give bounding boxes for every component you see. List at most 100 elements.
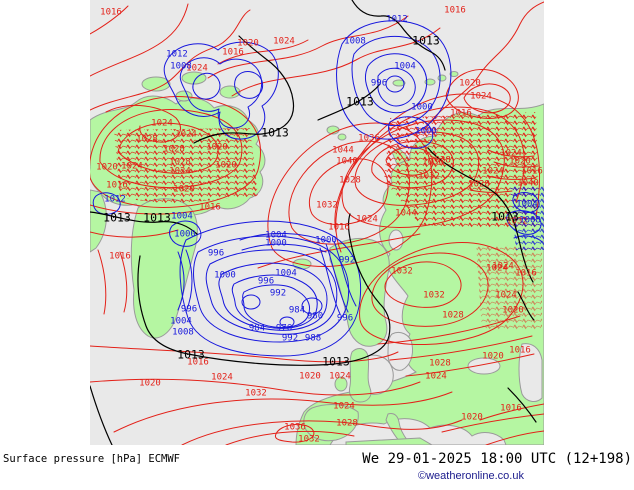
isobar-label: 1028 — [429, 155, 451, 166]
isobars-black-1013 — [90, 0, 537, 445]
isobar-label: 1024 — [486, 263, 508, 274]
isobar-label: 1028 — [163, 144, 185, 155]
isobars-blue — [92, 20, 543, 357]
isobar-label: 1028 — [429, 358, 451, 369]
isobar-label: 1020 — [206, 142, 228, 153]
isobar-label: 1008 — [172, 327, 194, 338]
land-ireland — [334, 376, 348, 392]
isobar-label: 1020 — [139, 378, 161, 389]
isobar-label: 1012 — [166, 49, 188, 60]
pressure-map: 1016 1020 1024 1016 1016 1020 1024 1016 1024 1024… — [90, 0, 544, 445]
isobar-label: 1020 — [482, 351, 504, 362]
land-scandinavia — [329, 237, 390, 347]
caption-datetime: We 29-01-2025 18:00 UTC (12+198) — [362, 451, 632, 467]
isobar-label: 992 — [269, 288, 287, 299]
isobar-label: 1004 — [275, 268, 297, 279]
isobar-label: 1020 — [173, 184, 195, 195]
isobar-label: 1016 — [328, 222, 350, 233]
isobar-label: 1032 — [245, 388, 267, 399]
isobar-label: 1028 — [339, 175, 361, 186]
isobar-label: 1008 — [344, 36, 366, 47]
isobar-label: 1044 — [395, 208, 417, 219]
isobar-label: 1016 — [187, 357, 209, 368]
isobar-label: 1013 — [177, 347, 205, 362]
isobar-label: 1020 — [459, 78, 481, 89]
land-svalbard — [337, 133, 347, 141]
land-north-africa — [345, 437, 433, 445]
land-arctic-island — [175, 90, 193, 102]
isobar-label: 1028 — [169, 157, 191, 168]
isobar-label: 1036 — [422, 157, 444, 168]
isobar-label: 1008 — [170, 61, 192, 72]
copyright-link[interactable]: ©weatheronline.co.uk — [418, 470, 524, 482]
isobar-label: 1036 — [284, 422, 306, 433]
isobar-label: 996 — [257, 276, 275, 287]
isobar-label: 1016 — [109, 251, 131, 262]
isobar-label: 1032 — [418, 171, 440, 182]
isobar-label: 1013 — [346, 94, 374, 109]
isobar-label: 984 — [288, 305, 306, 316]
caption-bar: Surface pressure [hPa] ECMWF We 29-01-20… — [0, 445, 634, 490]
isobar-label: 1013 — [143, 210, 171, 225]
isobar-label: 1032 — [423, 290, 445, 301]
isobar-label: 1024 — [121, 161, 143, 172]
isobar-label: 1020 — [461, 412, 483, 423]
isobar-label: 1020 — [96, 162, 118, 173]
isobar-label: 1000 — [174, 229, 196, 240]
isobar-label: 1016 — [222, 47, 244, 58]
isobar-label: 1024 — [500, 148, 522, 159]
isobar-label: 1000 — [415, 126, 437, 137]
isobar-label: 1016 — [509, 345, 531, 356]
isobar-label: 976 — [275, 323, 293, 334]
isobar-label: 1020 — [299, 371, 321, 382]
isobar-label: 996 — [370, 78, 388, 89]
sea-caspian — [518, 343, 543, 402]
isobar-label: 1032 — [391, 266, 413, 277]
scribbles-canadian-high — [114, 128, 258, 204]
isobar-label: 1016 — [100, 7, 122, 18]
isobar-label: 1013 — [261, 125, 289, 140]
isobar-label: 1024 — [356, 214, 378, 225]
isobar-label: 1013 — [322, 354, 350, 369]
land-arctic-island — [141, 76, 171, 92]
isobar-label: 1024 — [211, 372, 233, 383]
isobar-label: 1016 — [500, 403, 522, 414]
isobar-label: 1000 — [315, 235, 337, 246]
isobar-label: 1032 — [506, 216, 528, 227]
isobar-label: 1008 — [519, 215, 541, 226]
land-bering-island — [449, 71, 459, 77]
isobar-label: 1044 — [332, 145, 354, 156]
isobar-label: 1013 — [491, 209, 519, 224]
isobar-label: 996 — [180, 304, 198, 315]
isobar-label: 1028 — [336, 418, 358, 429]
map-graphic — [90, 0, 544, 445]
isobar-label: 1032 — [316, 200, 338, 211]
isobar-label: 1004 — [516, 199, 538, 210]
caption-title: Surface pressure [hPa] ECMWF — [3, 453, 181, 465]
isobar-label: 1024 — [495, 290, 517, 301]
isobar-label: 992 — [281, 333, 299, 344]
isobar-label: 1040 — [336, 156, 358, 167]
isobar-label: 1032 — [298, 434, 320, 445]
isobars-red — [90, 1, 544, 445]
isobar-label: 1016 — [199, 202, 221, 213]
isobar-label: 1004 — [394, 61, 416, 72]
isobar-label: 1016 — [450, 108, 472, 119]
isobar-label: 1000 — [411, 102, 433, 113]
isobar-label: 980 — [306, 311, 324, 322]
isobar-label: 1024 — [329, 371, 351, 382]
isobar-label: 1024 — [186, 63, 208, 74]
isobar-label: 1024 — [492, 261, 514, 272]
isobar-label: 1013 — [103, 210, 131, 225]
isobar-label: 992 — [338, 255, 356, 266]
isobar-label: 1020 — [509, 156, 531, 167]
isobar-label: 1004 — [265, 230, 287, 241]
isobar-labels: 1016 1020 1024 1016 1016 1020 1024 1016 1024 1024… — [90, 0, 544, 445]
scribbles-east-low — [510, 186, 544, 250]
isobar-label: 1020 — [237, 38, 259, 49]
isobar-label: 1028 — [468, 179, 490, 190]
isobar-label: 996 — [207, 248, 225, 259]
isobar-label: 1036 — [358, 133, 380, 144]
isobar-label: 1004 — [171, 211, 193, 222]
